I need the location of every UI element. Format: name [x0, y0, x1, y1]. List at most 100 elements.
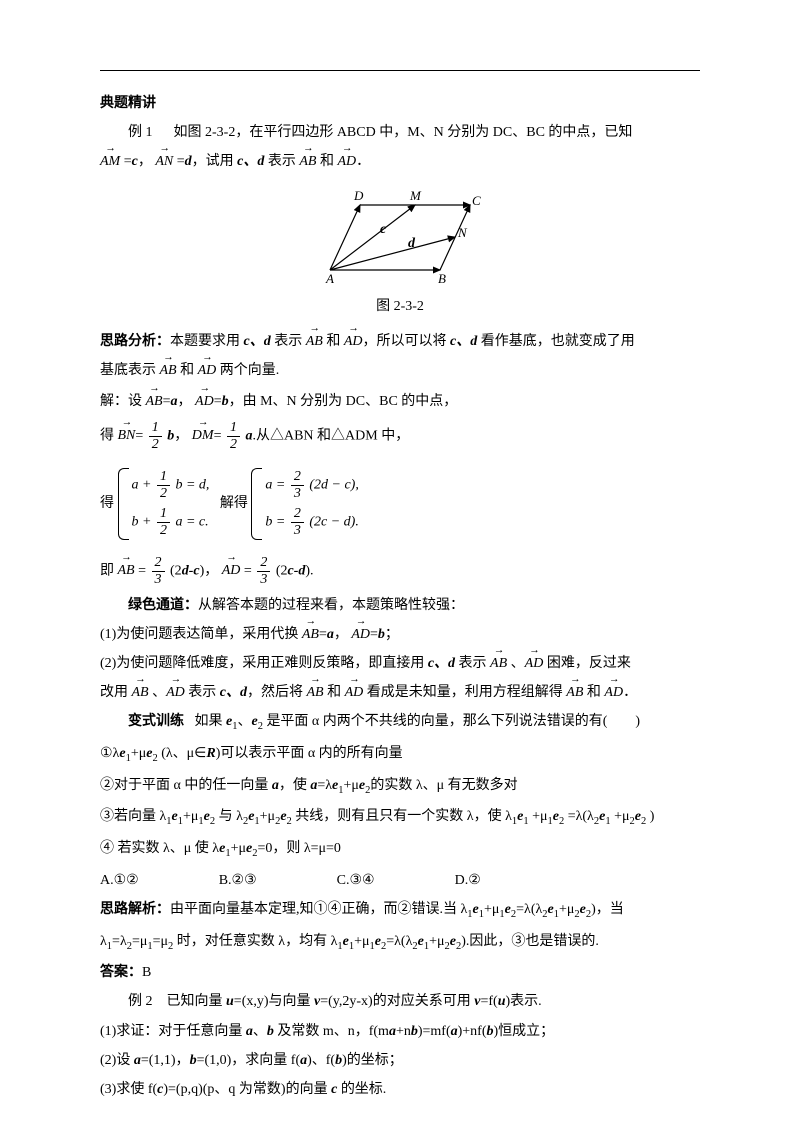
variant-s4: ④ 若实数 λ、μ 使 λe1+μe2=0，则 λ=μ=0: [100, 836, 700, 864]
opt-c: C.③④: [337, 868, 375, 893]
vec-ad4: AD: [195, 389, 214, 414]
express: 表示: [264, 154, 299, 169]
frac-half1: 12: [149, 421, 162, 452]
variant-s1: ①λe1+μe2 (λ、μ∈R)可以表示平面 α 内的所有向量: [100, 741, 700, 769]
answer-title: 答案：: [100, 965, 142, 980]
r1c: )，: [200, 563, 219, 578]
eq: =: [135, 428, 143, 443]
system-2: a = 23 (2d − c), b = 23 (2c − d).: [251, 464, 358, 544]
variant-s2: ②对于平面 α 中的任一向量 a，使 a=λe1+μe2的实数 λ、μ 有无数多…: [100, 773, 700, 801]
sys2-r1: a = 23 (2d − c),: [265, 470, 358, 501]
a-t3: 看作基底，也就变成了用: [477, 334, 635, 349]
r2: (2: [276, 563, 288, 578]
section-title: 典题精讲: [100, 96, 156, 111]
ex1-problem-line2: AM =c， AN =d，试用 c、d 表示 AB 和 AD．: [100, 149, 700, 174]
a-t2: ，所以可以将: [363, 334, 451, 349]
solve-label: 解得: [220, 496, 248, 511]
a-and2: 和: [177, 363, 198, 378]
ex1-label: 例 1: [128, 125, 153, 140]
r2c: ).: [305, 563, 313, 578]
a-two: 两个向量.: [216, 363, 279, 378]
d: d: [185, 154, 192, 169]
vec-ab: AB: [299, 149, 316, 174]
lbl-B: B: [438, 271, 446, 285]
vec-ad5: AD: [222, 558, 241, 583]
vec-am: AM: [100, 149, 120, 174]
ex2-q: 例 2 已知向量 u=(x,y)与向量 v=(y,2y-x)的对应关系可用 v=…: [100, 989, 700, 1014]
comma: ，: [178, 394, 192, 409]
a-text: a: [171, 394, 178, 409]
vec-ab2: AB: [306, 329, 323, 354]
analysis-line1: 思路分析：本题要求用 c、d 表示 AB 和 AD，所以可以将 c、d 看作基底…: [100, 329, 700, 354]
top-rule: [100, 70, 700, 71]
explain-title: 思路解析：: [100, 902, 170, 917]
ex2-p3: (3)求使 f(c)=(p,q)(p、q 为常数)的向量 c 的坐标.: [100, 1077, 700, 1102]
eq2: =: [214, 394, 222, 409]
options: A.①② B.②③ C.③④ D.②: [100, 868, 700, 893]
sys1-r1: a + 12 b = d,: [132, 470, 210, 501]
vec-ab5: AB: [118, 558, 135, 583]
variant-q: 变式训练 如果 e1、e2 是平面 α 内两个不共线的向量，那么下列说法错误的有…: [100, 709, 700, 737]
lbl-N: N: [457, 225, 468, 240]
lbl-D: D: [353, 188, 364, 203]
cd: c、d: [237, 154, 264, 169]
vec-bn: BN: [118, 423, 136, 448]
period: ．: [356, 154, 370, 169]
eq2: =: [177, 154, 185, 169]
ex1-problem-line1: 例 1 如图 2-3-2，在平行四边形 ABCD 中，M、N 分别为 DC、BC…: [100, 120, 700, 145]
lbl-A: A: [325, 271, 334, 285]
r2b: c-d: [288, 563, 306, 578]
page: 典题精讲 例 1 如图 2-3-2，在平行四边形 ABCD 中，M、N 分别为 …: [0, 0, 800, 1132]
eq: =: [163, 394, 171, 409]
system-row: 得 a + 12 b = d, b + 12 a = c. 解得 a = 23 …: [100, 458, 700, 550]
r1b: d-c: [182, 563, 200, 578]
vec-ad2: AD: [344, 329, 363, 354]
green-p3: 改用 AB 、AD 表示 c、d，然后将 AB 和 AD 看成是未知量，利用方程…: [100, 680, 700, 705]
answer: 答案：B: [100, 960, 700, 985]
a-t1: 本题要求用: [170, 334, 244, 349]
b-text: b: [222, 394, 229, 409]
a-t4: 基底表示: [100, 363, 160, 378]
eq2: =: [214, 428, 222, 443]
comma: ，: [174, 428, 188, 443]
green-title: 绿色通道：: [128, 598, 198, 613]
green-p1: (1)为使问题表达简单，采用代换 AB=a， AD=b；: [100, 622, 700, 647]
parallelogram-svg: A B C D M N c d: [300, 185, 500, 285]
sol-get: 得 BN= 12 b， DM= 12 a.从△ABN 和△ADM 中，: [100, 421, 700, 452]
analysis-line2: 基底表示 AB 和 AD 两个向量.: [100, 358, 700, 383]
comma: ，: [138, 154, 152, 169]
ie: 即: [100, 563, 118, 578]
variant-title: 变式训练: [128, 714, 184, 729]
ex1-problem-a: 如图 2-3-2，在平行四边形 ABCD 中，M、N 分别为 DC、BC 的中点…: [174, 125, 633, 140]
from-tri: .从△ABN 和△ADM 中，: [252, 428, 409, 443]
answer-val: B: [142, 965, 151, 980]
lbl-C: C: [472, 193, 481, 208]
opt-d: D.②: [455, 868, 481, 893]
sol-set: 解：设 AB=a， AD=b，由 M、N 分别为 DC、BC 的中点，: [100, 389, 700, 414]
ex2-label: 例 2: [128, 994, 153, 1009]
get-label: 得: [100, 428, 118, 443]
suffix: ，试用: [192, 154, 238, 169]
a-cd2: c、d: [450, 334, 477, 349]
lbl-M: M: [409, 188, 422, 203]
vec-an: AN: [155, 149, 173, 174]
variant-s3: ③若向量 λ1e1+μ1e2 与 λ2e1+μ2e2 共线，则有且只有一个实数 …: [100, 804, 700, 832]
section-title-row: 典题精讲: [100, 91, 700, 116]
vec-ad: AD: [337, 149, 356, 174]
a-and: 和: [323, 334, 344, 349]
eq: =: [124, 154, 132, 169]
explain2: λ1=λ2=μ1=μ2 时，对任意实数 λ，均有 λ1e1+μ1e2=λ(λ2e…: [100, 929, 700, 957]
lbl-c: c: [380, 222, 387, 237]
r1: (2: [170, 563, 182, 578]
figure-caption: 图 2-3-2: [100, 294, 700, 319]
opt-a: A.①②: [100, 868, 139, 893]
and: 和: [316, 154, 337, 169]
sys2-r2: b = 23 (2c − d).: [265, 507, 358, 538]
ex2-p2: (2)设 a=(1,1)，b=(1,0)，求向量 f(a)、f(b)的坐标；: [100, 1048, 700, 1073]
system-1: a + 12 b = d, b + 12 a = c.: [118, 464, 210, 544]
frac-half2: 12: [227, 421, 240, 452]
green-text: 从解答本题的过程来看，本题策略性较强：: [198, 598, 464, 613]
lbl-d: d: [408, 236, 416, 251]
green-line: 绿色通道：从解答本题的过程来看，本题策略性较强：: [100, 593, 700, 618]
sys-label: 得: [100, 496, 114, 511]
